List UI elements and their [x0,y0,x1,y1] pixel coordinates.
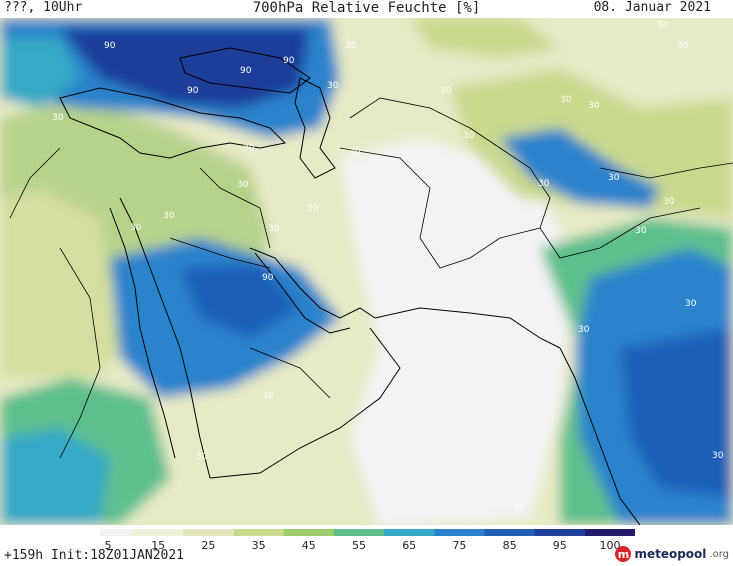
legend-tick-label: 35 [252,539,266,552]
humidity-field [0,18,733,525]
contour-label: 30 [307,204,319,214]
contour-label: 90 [283,56,295,66]
contour-label: 30 [685,299,697,309]
contour-label: 30 [712,451,724,461]
legend-tick-label: 75 [452,539,466,552]
contour-label: 30 [262,391,274,401]
forecast-date: 08. Januar 2021 [593,0,711,15]
contour-label: 30 [463,131,475,141]
legend-swatch [384,529,435,536]
legend-tick-label: 100 [600,539,621,552]
legend-swatch [283,529,335,536]
contour-label: 90 [240,66,252,76]
legend-tick-label: 55 [352,539,366,552]
contour-label: 30 [608,173,620,183]
model-label: ???, 10Uhr [4,0,83,15]
page-title: 700hPa Relative Feuchte [%] [252,0,481,16]
contour-label: 90 [104,41,116,51]
legend-tick-label: 25 [201,539,215,552]
contour-label: 30 [163,211,175,221]
humidity-map: 90 90 90 90 90 30 30 30 30 30 30 30 30 3… [0,18,733,525]
contour-label: 30 [677,41,689,51]
legend-tick-label: 45 [302,539,316,552]
contour-label: 30 [130,223,142,233]
legend-tick-label: 5 [105,539,112,552]
contour-label: 90 [187,86,199,96]
legend-swatch [233,529,285,536]
legend-tick-label: 15 [151,539,165,552]
legend-swatch [183,529,234,536]
contour-label: 90 [262,273,274,283]
contour-label: 30 [327,81,339,91]
contour-label: 30 [268,224,280,234]
contour-label: 30 [578,325,590,335]
contour-label: 30 [196,452,208,462]
meteopool-logo[interactable]: m meteopool .org [615,544,729,564]
legend-swatch [434,529,485,536]
contour-labels: 90 90 90 90 90 30 30 30 30 30 30 30 30 3… [52,21,724,513]
legend-swatch [534,529,586,536]
coastlines-and-borders [9,47,733,525]
contour-label: 30 [657,21,669,31]
contour-label: 30 [52,113,64,123]
contour-label: 30 [588,101,600,111]
logo-icon: m [615,546,632,562]
contour-label: 30 [440,86,452,96]
contour-label: 30 [663,197,675,207]
contour-label: 30 [345,41,357,51]
legend-swatch [133,529,184,536]
legend-swatch [100,529,134,536]
legend-bar [100,529,635,536]
legend-tick-label: 65 [402,539,416,552]
legend-swatch [333,529,385,536]
contour-label: 30 [538,179,550,189]
legend-tick-label: 95 [553,539,567,552]
legend-swatch [584,529,635,536]
contour-label: 30 [560,95,572,105]
contour-label: 30 [513,503,525,513]
contour-label: 30 [237,180,249,190]
contour-label: 30 [349,148,361,158]
color-legend: 5 15 25 35 45 55 65 75 85 95 100 [100,529,635,552]
logo-text: meteopool [634,547,707,561]
legend-tick-label: 85 [503,539,517,552]
legend-swatch [484,529,536,536]
contour-label: 30 [635,226,647,236]
contour-label: 30 [243,144,255,154]
run-info: +159h Init:18Z01JAN2021 [4,548,185,563]
legend-ticks: 5 15 25 35 45 55 65 75 85 95 100 [105,539,621,552]
logo-suffix: .org [709,548,729,560]
